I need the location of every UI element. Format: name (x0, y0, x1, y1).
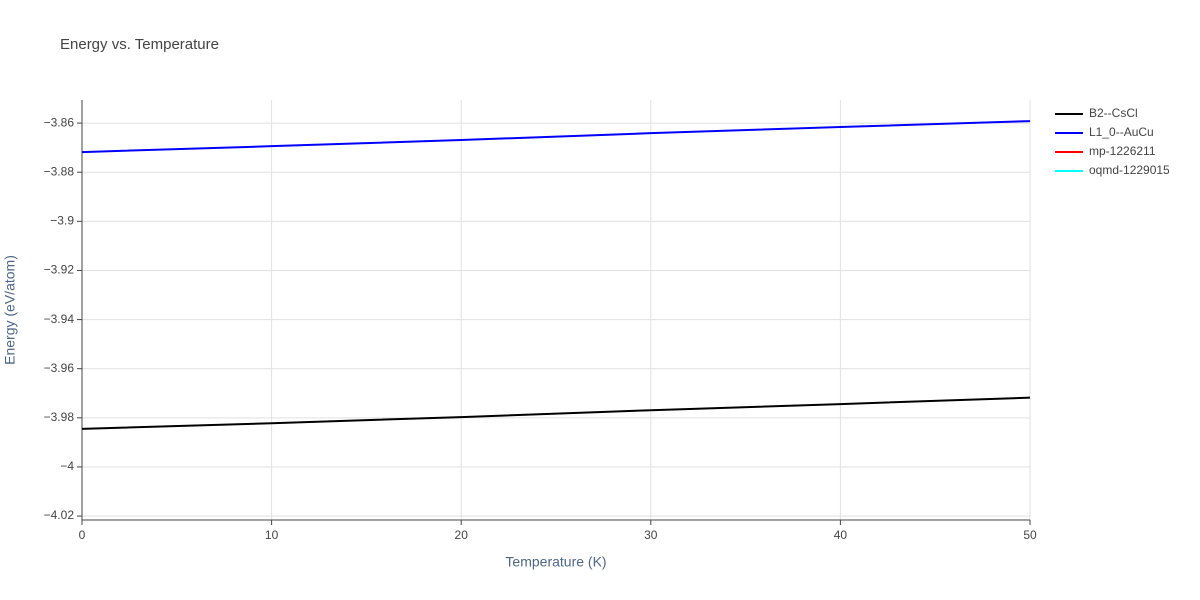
y-axis-title: Energy (eV/atom) (2, 255, 18, 365)
legend-label: B2--CsCl (1089, 106, 1138, 120)
x-tick-label: 0 (79, 528, 86, 542)
x-tick-label: 10 (265, 528, 279, 542)
y-tick-label: −3.98 (44, 410, 75, 424)
y-tick-label: −3.92 (44, 263, 75, 277)
x-axis-title: Temperature (K) (505, 554, 606, 570)
series-line (81, 120, 1031, 154)
x-tick-label: 20 (455, 528, 469, 542)
chart-title: Energy vs. Temperature (60, 36, 219, 53)
legend-label: oqmd-1229015 (1089, 163, 1170, 177)
y-tick-label: −3.9 (50, 214, 74, 228)
x-tick-label: 50 (1023, 528, 1037, 542)
y-tick-label: −4.02 (44, 508, 75, 522)
y-tick-label: −3.96 (44, 361, 75, 375)
y-tick-label: −3.94 (44, 312, 75, 326)
x-tick-label: 40 (834, 528, 848, 542)
series-line (81, 396, 1031, 430)
y-tick-label: −4 (60, 459, 74, 473)
y-tick-label: −3.88 (44, 164, 75, 178)
legend-label: L1_0--AuCu (1089, 125, 1154, 139)
x-tick-label: 30 (644, 528, 658, 542)
y-tick-label: −3.86 (44, 115, 75, 129)
legend-label: mp-1226211 (1089, 144, 1156, 158)
